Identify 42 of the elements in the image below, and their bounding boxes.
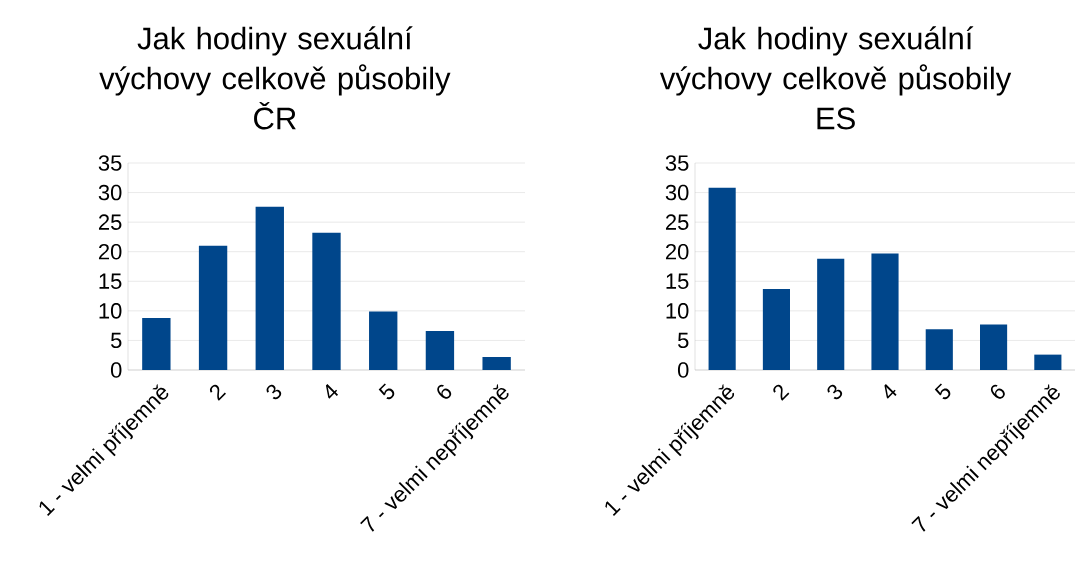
y-tick-label: 5 (110, 332, 122, 349)
y-tick-label: 10 (666, 303, 689, 319)
y-tick-label: 35 (98, 155, 122, 171)
bar (980, 324, 1008, 370)
x-tick-label: 5 (934, 383, 951, 400)
x-tick-label: 3 (266, 384, 282, 400)
chart-title: Jak hodiny sexuální výchovy celkově působily (659, 26, 1012, 96)
x-tick-label: 2 (773, 384, 790, 401)
chart-title: Jak hodiny sexuální výchovy celkově působily (99, 26, 451, 96)
y-tick-label: 5 (677, 332, 689, 349)
x-tick-label: 3 (827, 384, 843, 400)
bar (817, 258, 845, 370)
bar (925, 329, 953, 370)
bar (708, 187, 736, 370)
y-tick-label: 25 (665, 214, 689, 230)
chart-subtitle: ČR (254, 102, 296, 130)
bar (482, 356, 511, 370)
y-tick-label: 20 (665, 243, 689, 260)
y-tick-label: 25 (98, 214, 122, 230)
bar (425, 330, 455, 370)
y-tick-label: 35 (665, 155, 689, 171)
y-tick-label: 15 (99, 273, 122, 289)
y-tick-label: 0 (677, 362, 689, 378)
bar (369, 311, 398, 370)
bar (1034, 354, 1062, 370)
y-tick-label: 30 (665, 184, 689, 201)
x-tick-label: 5 (378, 383, 395, 400)
x-tick-label: 2 (209, 384, 226, 401)
bar (142, 317, 171, 370)
y-tick-label: 20 (98, 243, 122, 260)
bar (871, 253, 899, 370)
bar (198, 245, 228, 370)
bar (255, 206, 284, 370)
y-tick-label: 10 (99, 303, 122, 319)
x-tick-label: 4 (884, 384, 897, 399)
y-tick-label: 30 (98, 184, 122, 201)
bar (762, 288, 790, 370)
y-tick-label: 15 (666, 273, 689, 289)
y-tick-label: 0 (110, 362, 122, 378)
bar (312, 232, 341, 370)
x-tick-label: 4 (325, 384, 339, 399)
chart-subtitle: ES (817, 107, 855, 130)
